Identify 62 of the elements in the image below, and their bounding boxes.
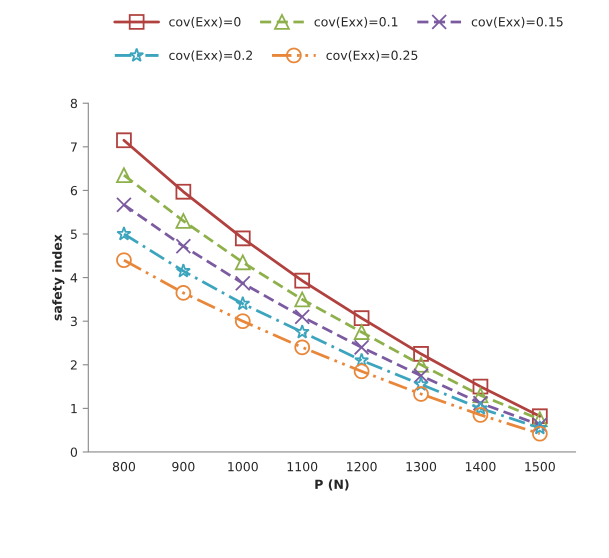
y-axis-title: safety index: [52, 234, 64, 320]
point: [413, 356, 429, 373]
point: [294, 324, 310, 339]
point: [413, 386, 429, 402]
point: [532, 426, 548, 442]
point: [472, 378, 488, 394]
x-tick-label: 1000: [228, 462, 258, 472]
point: [176, 263, 191, 278]
point: [116, 252, 132, 268]
y-tick-label: 2: [70, 360, 77, 370]
point: [472, 407, 488, 423]
legend-label: cov(Exx)=0.25: [326, 50, 418, 62]
point: [354, 340, 370, 356]
point: [176, 213, 192, 229]
point: [176, 238, 192, 254]
point: [413, 346, 429, 362]
y-tick-label: 1: [71, 404, 77, 414]
x-tick-label: 900: [172, 462, 194, 472]
x-tick-label: 1300: [406, 462, 436, 472]
legend-label: cov(Exx)=0.1: [314, 16, 398, 28]
point: [294, 292, 310, 308]
point: [234, 275, 251, 292]
point: [116, 132, 132, 148]
point: [532, 408, 548, 424]
point: [234, 254, 251, 270]
y-tick-label: 3: [70, 316, 77, 326]
y-tick-label: 4: [70, 273, 78, 282]
point: [234, 313, 251, 330]
legend-label: cov(Exx)=0: [169, 16, 240, 28]
y-tick-label: 8: [70, 98, 78, 108]
x-tick-label: 1500: [525, 462, 555, 472]
point: [472, 400, 488, 415]
legend-label: cov(Exx)=0.15: [472, 16, 563, 28]
point: [234, 230, 251, 246]
point: [294, 340, 310, 356]
point: [294, 308, 310, 325]
legend-label: cov(Exx)=0.2: [169, 50, 252, 62]
x-tick-label: 1400: [466, 462, 496, 472]
x-axis-title: P (N): [315, 479, 349, 490]
point: [472, 387, 488, 404]
point: [176, 184, 192, 200]
y-tick-label: 7: [70, 142, 77, 152]
y-tick-label: 5: [70, 230, 77, 239]
point: [176, 285, 192, 301]
y-tick-label: 0: [70, 447, 78, 457]
point: [472, 395, 488, 412]
point: [532, 420, 548, 435]
point: [116, 226, 132, 241]
point: [116, 196, 132, 213]
point: [235, 296, 250, 310]
y-tick-label: 6: [70, 186, 78, 196]
point: [354, 363, 370, 380]
x-tick-label: 800: [112, 462, 136, 472]
point: [354, 310, 370, 326]
x-tick-label: 1200: [347, 462, 377, 472]
point: [354, 352, 370, 367]
x-tick-label: 1100: [288, 462, 318, 472]
point: [414, 376, 429, 391]
point: [294, 272, 310, 289]
point: [116, 167, 132, 184]
point: [354, 324, 370, 340]
point: [413, 368, 429, 384]
